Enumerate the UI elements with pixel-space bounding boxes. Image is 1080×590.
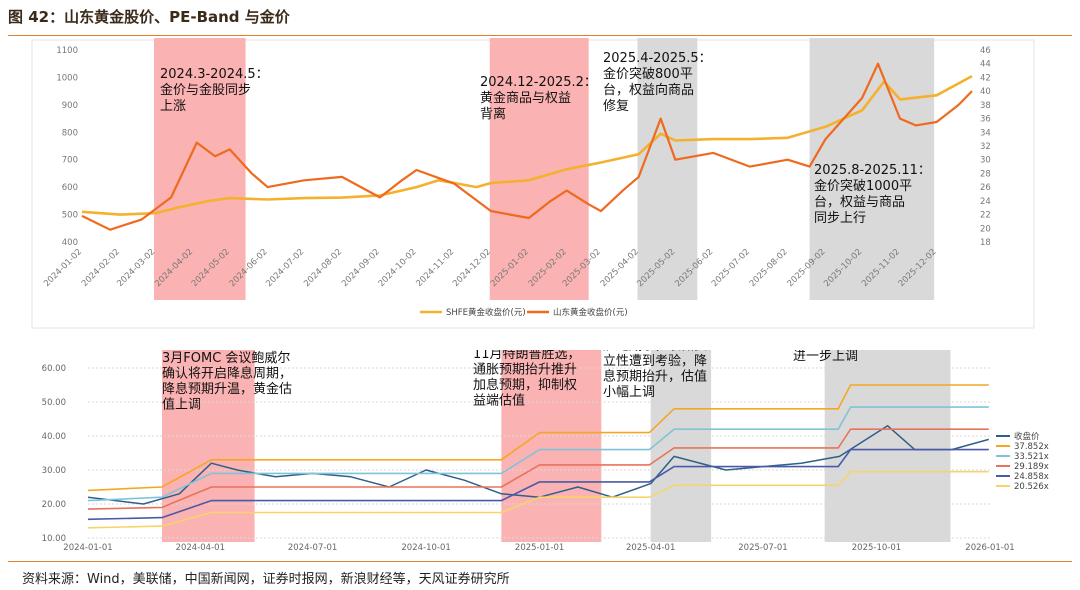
legend-label: 收盘价 xyxy=(1014,431,1040,442)
footer-rule xyxy=(8,561,1072,562)
right-tick-label: 22 xyxy=(980,211,991,221)
y-tick-label: 20.00 xyxy=(42,500,66,510)
shaded-period-1 xyxy=(162,350,255,542)
right-tick-label: 46 xyxy=(980,46,991,56)
x-tick-label: 2024-03-02 xyxy=(115,247,157,289)
x-tick-label: 2025-07-02 xyxy=(710,247,752,289)
legend-label: 33.521x xyxy=(1014,452,1049,462)
right-tick-label: 30 xyxy=(980,156,991,166)
period-annotation-1: 2024.3-2024.5：金价与金股同步上涨 xyxy=(160,67,269,114)
right-tick-label: 26 xyxy=(980,183,991,193)
shaded-period-3 xyxy=(637,38,698,300)
x-tick-label: 2024-10-01 xyxy=(401,543,450,550)
x-tick-label: 2026-01-01 xyxy=(965,543,1014,550)
right-tick-label: 36 xyxy=(980,115,991,125)
left-tick-label: 800 xyxy=(62,128,78,138)
x-tick-label: 2024-12-02 xyxy=(451,247,493,289)
left-tick-label: 900 xyxy=(62,101,78,111)
right-tick-label: 20 xyxy=(980,224,991,234)
x-tick-label: 2025-04-01 xyxy=(626,543,675,550)
left-tick-label: 1100 xyxy=(56,46,78,56)
y-tick-label: 60.00 xyxy=(42,364,66,374)
title-rule xyxy=(8,35,1072,36)
series-line-pe-1 xyxy=(87,384,989,492)
x-tick-label: 2025-04-02 xyxy=(599,247,641,289)
source-note: 资料来源：Wind，美联储，中国新闻网，证券时报网，新浪财经等，天风证券研究所 xyxy=(22,572,510,587)
gold-price-chart: 1100 1000 900 800 700 600 500 400 46 44 42 40 38 36 34… xyxy=(31,38,1035,329)
x-tick-label: 2025-10-01 xyxy=(852,543,901,550)
right-tick-label: 24 xyxy=(980,197,991,207)
y-tick-label: 50.00 xyxy=(42,398,66,408)
y-tick-label: 40.00 xyxy=(42,432,66,442)
x-tick-label: 2024-07-02 xyxy=(264,247,306,289)
pe-annotation-1: 3月FOMC 会议鲍威尔确认将开启降息周期，降息预期升温，黄金估值上调 xyxy=(162,351,292,413)
left-tick-label: 1000 xyxy=(56,73,78,83)
right-tick-label: 38 xyxy=(980,101,991,111)
x-tick-label: 2024-01-02 xyxy=(42,247,84,289)
y-tick-label: 10.00 xyxy=(42,534,66,544)
left-tick-label: 700 xyxy=(62,156,78,166)
figure-title: 图 42：山东黄金股价、PE-Band 与金价 xyxy=(8,8,290,26)
pe-annotation-3: 4月特朗普威胁解雇鲍威尔，联储独立性遭到考验，降息预期抬升，估值小幅上调 xyxy=(603,350,707,400)
x-tick-label: 2024-11-02 xyxy=(414,247,456,289)
series-line-shfe-gold xyxy=(81,74,973,216)
period-annotation-2: 2024.12-2025.2：黄金商品与权益背离 xyxy=(480,75,597,122)
legend-label: 29.189x xyxy=(1014,462,1049,472)
y-tick-label: 30.00 xyxy=(42,466,66,476)
series-line-pe-5 xyxy=(87,470,989,529)
right-tick-label: 42 xyxy=(980,73,991,83)
x-tick-label: 2024-10-02 xyxy=(377,247,419,289)
x-tick-label: 2024-04-01 xyxy=(176,543,225,550)
series-line-pe-3 xyxy=(87,428,989,510)
pe-annotation-2: 11月特朗普胜选，通胀预期抬升推升加息预期，抑制权益端估值 xyxy=(473,350,581,409)
x-tick-label: 2024-08-02 xyxy=(302,247,344,289)
shaded-period-1 xyxy=(154,38,246,300)
x-tick-label: 2024-07-01 xyxy=(288,543,337,550)
right-tick-label: 40 xyxy=(980,87,991,97)
x-tick-label: 2025-07-01 xyxy=(738,543,787,550)
series-line-pe-4 xyxy=(87,448,989,521)
pe-band-chart: 60.00 50.00 40.00 30.00 20.00 10.002024-01-01… xyxy=(42,350,1049,550)
series-line-sd-gold-stock xyxy=(81,62,973,231)
left-tick-label: 600 xyxy=(62,183,78,193)
pe-annotation-4: 8月底鲍威尔转鸽，9月美联储重启降息周期，联储对于通胀风险与就业风险的再平衡推升… xyxy=(793,350,966,364)
x-tick-label: 2024-01-01 xyxy=(63,543,112,550)
period-annotation-4: 2025.8-2025.11：金价突破1000平台，权益与商品同步上行 xyxy=(814,163,931,226)
legend-label: SHFE黄金收盘价(元) xyxy=(446,307,526,318)
right-tick-label: 32 xyxy=(980,142,991,152)
shaded-period-4 xyxy=(824,350,951,542)
right-tick-label: 44 xyxy=(980,60,991,70)
period-annotation-3: 2025.4-2025.5：金价突破800平台，权益向商品修复 xyxy=(603,51,712,114)
x-tick-label: 2025-08-02 xyxy=(748,247,790,289)
left-tick-label: 400 xyxy=(62,238,78,248)
shaded-period-4 xyxy=(809,38,935,300)
legend-label: 山东黄金收盘价(元) xyxy=(553,307,628,318)
shaded-period-2 xyxy=(501,350,602,542)
left-tick-label: 500 xyxy=(62,211,78,221)
legend-label: 37.852x xyxy=(1014,442,1049,452)
series-line-pe-2 xyxy=(87,406,989,502)
shaded-period-3 xyxy=(650,350,712,542)
x-tick-label: 2024-09-02 xyxy=(340,247,382,289)
right-tick-label: 34 xyxy=(980,128,991,138)
legend-label: 20.526x xyxy=(1014,482,1049,492)
right-tick-label: 28 xyxy=(980,169,991,179)
right-tick-label: 18 xyxy=(980,238,991,248)
x-tick-label: 2025-01-01 xyxy=(515,543,564,550)
legend-label: 24.858x xyxy=(1014,472,1049,482)
